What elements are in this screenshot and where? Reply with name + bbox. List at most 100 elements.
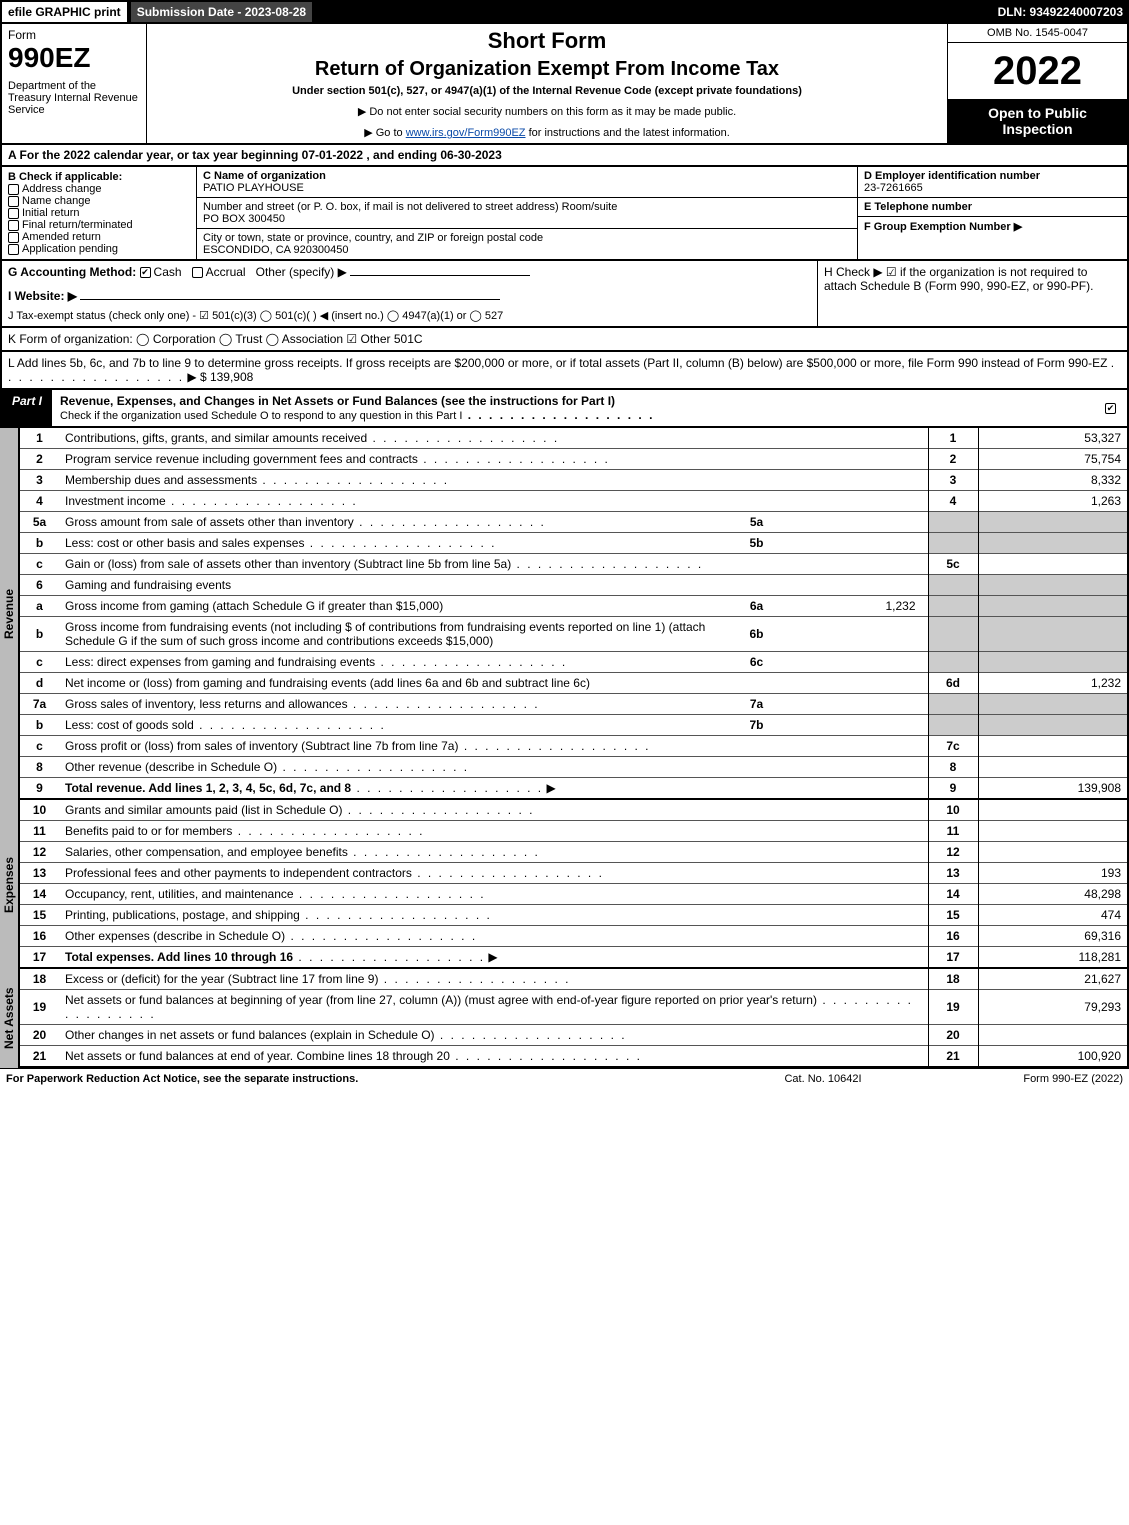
- line-4-no: 4: [928, 491, 978, 512]
- f-group-block: F Group Exemption Number ▶: [858, 217, 1127, 259]
- chk-amended-return-label: Amended return: [22, 231, 101, 243]
- line-17: 17Total expenses. Add lines 10 through 1…: [19, 947, 1128, 969]
- line-7b-mid: 7b: [732, 718, 782, 732]
- line-12: 12Salaries, other compensation, and empl…: [19, 842, 1128, 863]
- city-label: City or town, state or province, country…: [203, 232, 543, 244]
- line-2-text: Program service revenue including govern…: [65, 452, 418, 466]
- line-19: 19Net assets or fund balances at beginni…: [19, 990, 1128, 1025]
- dln-label: DLN: 93492240007203: [992, 0, 1129, 24]
- line-19-no: 19: [928, 990, 978, 1025]
- chk-final-return-label: Final return/terminated: [22, 219, 133, 231]
- form-word: Form: [8, 28, 140, 42]
- line-5b-mid: 5b: [732, 536, 782, 550]
- line-6c-mid: 6c: [732, 655, 782, 669]
- line-6d-text: Net income or (loss) from gaming and fun…: [65, 676, 590, 690]
- submission-date-badge: Submission Date - 2023-08-28: [129, 0, 314, 24]
- line-14-text: Occupancy, rent, utilities, and maintena…: [65, 887, 294, 901]
- line-14-amt: 48,298: [978, 884, 1128, 905]
- line-4-text: Investment income: [65, 494, 166, 508]
- topbar-spacer: [314, 0, 991, 24]
- block-bcdef: B Check if applicable: Address change Na…: [0, 167, 1129, 261]
- line-13: 13Professional fees and other payments t…: [19, 863, 1128, 884]
- footer-paperwork: For Paperwork Reduction Act Notice, see …: [6, 1073, 723, 1085]
- line-16-no: 16: [928, 926, 978, 947]
- tax-year: 2022: [948, 43, 1127, 99]
- line-12-amt: [978, 842, 1128, 863]
- line-9-no: 9: [928, 778, 978, 800]
- line-6c-text: Less: direct expenses from gaming and fu…: [65, 655, 375, 669]
- line-8-no: 8: [928, 757, 978, 778]
- footer-catno: Cat. No. 10642I: [723, 1073, 923, 1085]
- part-i-dots: [462, 408, 654, 422]
- line-7c-no: 7c: [928, 736, 978, 757]
- line-10-no: 10: [928, 800, 978, 821]
- line-11-text: Benefits paid to or for members: [65, 824, 232, 838]
- chk-cash[interactable]: [140, 267, 151, 278]
- line-5b: bLess: cost or other basis and sales exp…: [19, 533, 1128, 554]
- line-3: 3Membership dues and assessments38,332: [19, 470, 1128, 491]
- line-1-text: Contributions, gifts, grants, and simila…: [65, 431, 367, 445]
- chk-name-change[interactable]: Name change: [8, 195, 190, 207]
- g-other-label: Other (specify) ▶: [256, 265, 347, 279]
- section-subtitle: Under section 501(c), 527, or 4947(a)(1)…: [155, 85, 939, 97]
- g-label: G Accounting Method:: [8, 265, 136, 279]
- row-l-gross-receipts: L Add lines 5b, 6c, and 7b to line 9 to …: [0, 352, 1129, 390]
- d-ein-block: D Employer identification number 23-7261…: [858, 167, 1127, 198]
- chk-initial-return[interactable]: Initial return: [8, 207, 190, 219]
- efile-print-button[interactable]: efile GRAPHIC print: [0, 0, 129, 24]
- line-7c: cGross profit or (loss) from sales of in…: [19, 736, 1128, 757]
- net-assets-side-label: Net Assets: [0, 969, 18, 1068]
- line-5a: 5a Gross amount from sale of assets other…: [19, 512, 1128, 533]
- line-5c-no: 5c: [928, 554, 978, 575]
- org-city: ESCONDIDO, CA 920300450: [203, 244, 349, 256]
- revenue-section: Revenue 1Contributions, gifts, grants, a…: [0, 428, 1129, 800]
- line-6: 6Gaming and fundraising events: [19, 575, 1128, 596]
- website-line: [80, 299, 500, 300]
- line-1: 1Contributions, gifts, grants, and simil…: [19, 428, 1128, 449]
- chk-final-return[interactable]: Final return/terminated: [8, 219, 190, 231]
- ssn-warning: Do not enter social security numbers on …: [155, 105, 939, 118]
- line-3-amt: 8,332: [978, 470, 1128, 491]
- expenses-table: 10Grants and similar amounts paid (list …: [18, 800, 1129, 969]
- part-i-header: Part I Revenue, Expenses, and Changes in…: [0, 390, 1129, 428]
- line-10-amt: [978, 800, 1128, 821]
- line-17-no: 17: [928, 947, 978, 969]
- open-public-badge: Open to Public Inspection: [948, 99, 1127, 143]
- revenue-table: 1Contributions, gifts, grants, and simil…: [18, 428, 1129, 800]
- part-i-title: Revenue, Expenses, and Changes in Net As…: [52, 390, 1097, 426]
- line-7b-midamt: [782, 718, 922, 732]
- line-6-text: Gaming and fundraising events: [59, 575, 928, 596]
- line-5a-text: Gross amount from sale of assets other t…: [65, 515, 354, 529]
- chk-application-pending[interactable]: Application pending: [8, 243, 190, 255]
- part-i-checkbox[interactable]: [1097, 390, 1127, 426]
- line-2-amt: 75,754: [978, 449, 1128, 470]
- line-21-text: Net assets or fund balances at end of ye…: [65, 1049, 450, 1063]
- line-5a-mid: 5a: [732, 515, 782, 529]
- line-5c-amt: [978, 554, 1128, 575]
- chk-accrual[interactable]: [192, 267, 203, 278]
- line-10: 10Grants and similar amounts paid (list …: [19, 800, 1128, 821]
- line-14: 14Occupancy, rent, utilities, and mainte…: [19, 884, 1128, 905]
- footer-formref: Form 990-EZ (2022): [923, 1073, 1123, 1085]
- part-i-title-text: Revenue, Expenses, and Changes in Net As…: [60, 394, 615, 408]
- section-c: C Name of organization PATIO PLAYHOUSE N…: [197, 167, 857, 259]
- line-7a-text: Gross sales of inventory, less returns a…: [65, 697, 348, 711]
- header-left: Form 990EZ Department of the Treasury In…: [2, 24, 147, 143]
- line-11: 11Benefits paid to or for members11: [19, 821, 1128, 842]
- omb-number: OMB No. 1545-0047: [948, 24, 1127, 43]
- irs-link[interactable]: www.irs.gov/Form990EZ: [406, 127, 526, 139]
- line-7a-midamt: [782, 697, 922, 711]
- line-6d: dNet income or (loss) from gaming and fu…: [19, 673, 1128, 694]
- g-accounting-method: G Accounting Method: Cash Accrual Other …: [2, 261, 817, 326]
- line-6c: cLess: direct expenses from gaming and f…: [19, 652, 1128, 673]
- chk-address-change[interactable]: Address change: [8, 183, 190, 195]
- line-12-text: Salaries, other compensation, and employ…: [65, 845, 348, 859]
- g-cash-label: Cash: [154, 265, 182, 279]
- goto-suffix: for instructions and the latest informat…: [526, 127, 730, 139]
- b-title: B Check if applicable:: [8, 171, 190, 183]
- line-11-no: 11: [928, 821, 978, 842]
- line-7b-text: Less: cost of goods sold: [65, 718, 194, 732]
- chk-amended-return[interactable]: Amended return: [8, 231, 190, 243]
- line-7a-mid: 7a: [732, 697, 782, 711]
- line-8-text: Other revenue (describe in Schedule O): [65, 760, 277, 774]
